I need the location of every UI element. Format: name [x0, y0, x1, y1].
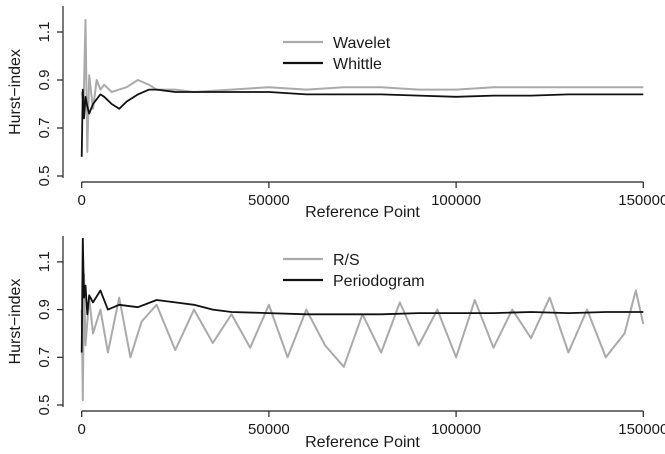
x-tick-label: 50000: [248, 421, 290, 438]
x-tick-label: 50000: [248, 192, 290, 209]
y-tick-label: 1.1: [36, 22, 53, 43]
series-line-whittle: [80, 88, 644, 157]
legend: Wavelet Whittle: [283, 35, 391, 73]
series-line-r-s: [80, 272, 645, 402]
legend: R/S Periodogram: [283, 252, 425, 290]
legend-label: Periodogram: [333, 273, 425, 290]
x-axis-title: Reference Point: [305, 434, 420, 451]
series-line-periodogram: [80, 238, 644, 353]
chart-panel-2: 0 50000 100000 150000 0.5 0.7 0.9 1.1 Reference …: [7, 236, 665, 451]
y-tick-label: 0.9: [36, 299, 53, 320]
y-tick-label: 0.7: [36, 118, 53, 139]
y-tick-label: 0.5: [36, 166, 53, 187]
x-tick-label: 100000: [431, 421, 481, 438]
x-axis-title: Reference Point: [305, 204, 420, 221]
x-tick-label: 0: [78, 421, 86, 438]
x-tick-label: 0: [78, 192, 86, 209]
legend-label: Wavelet: [333, 35, 391, 52]
legend-label: R/S: [333, 252, 360, 269]
x-tick-label: 100000: [431, 192, 481, 209]
chart-panel-1: 0 50000 100000 150000 0.5 0.7 0.9 1.1 Reference …: [7, 6, 665, 221]
y-tick-label: 1.1: [36, 251, 53, 272]
legend-label: Whittle: [333, 56, 382, 73]
x-tick-label: 150000: [618, 192, 665, 209]
y-tick-label: 0.9: [36, 70, 53, 91]
y-tick-label: 0.5: [36, 395, 53, 416]
y-axis-title: Hurst−index: [7, 279, 24, 365]
y-tick-label: 0.7: [36, 347, 53, 368]
y-axis-title: Hurst−index: [7, 49, 24, 135]
x-tick-label: 150000: [618, 421, 665, 438]
